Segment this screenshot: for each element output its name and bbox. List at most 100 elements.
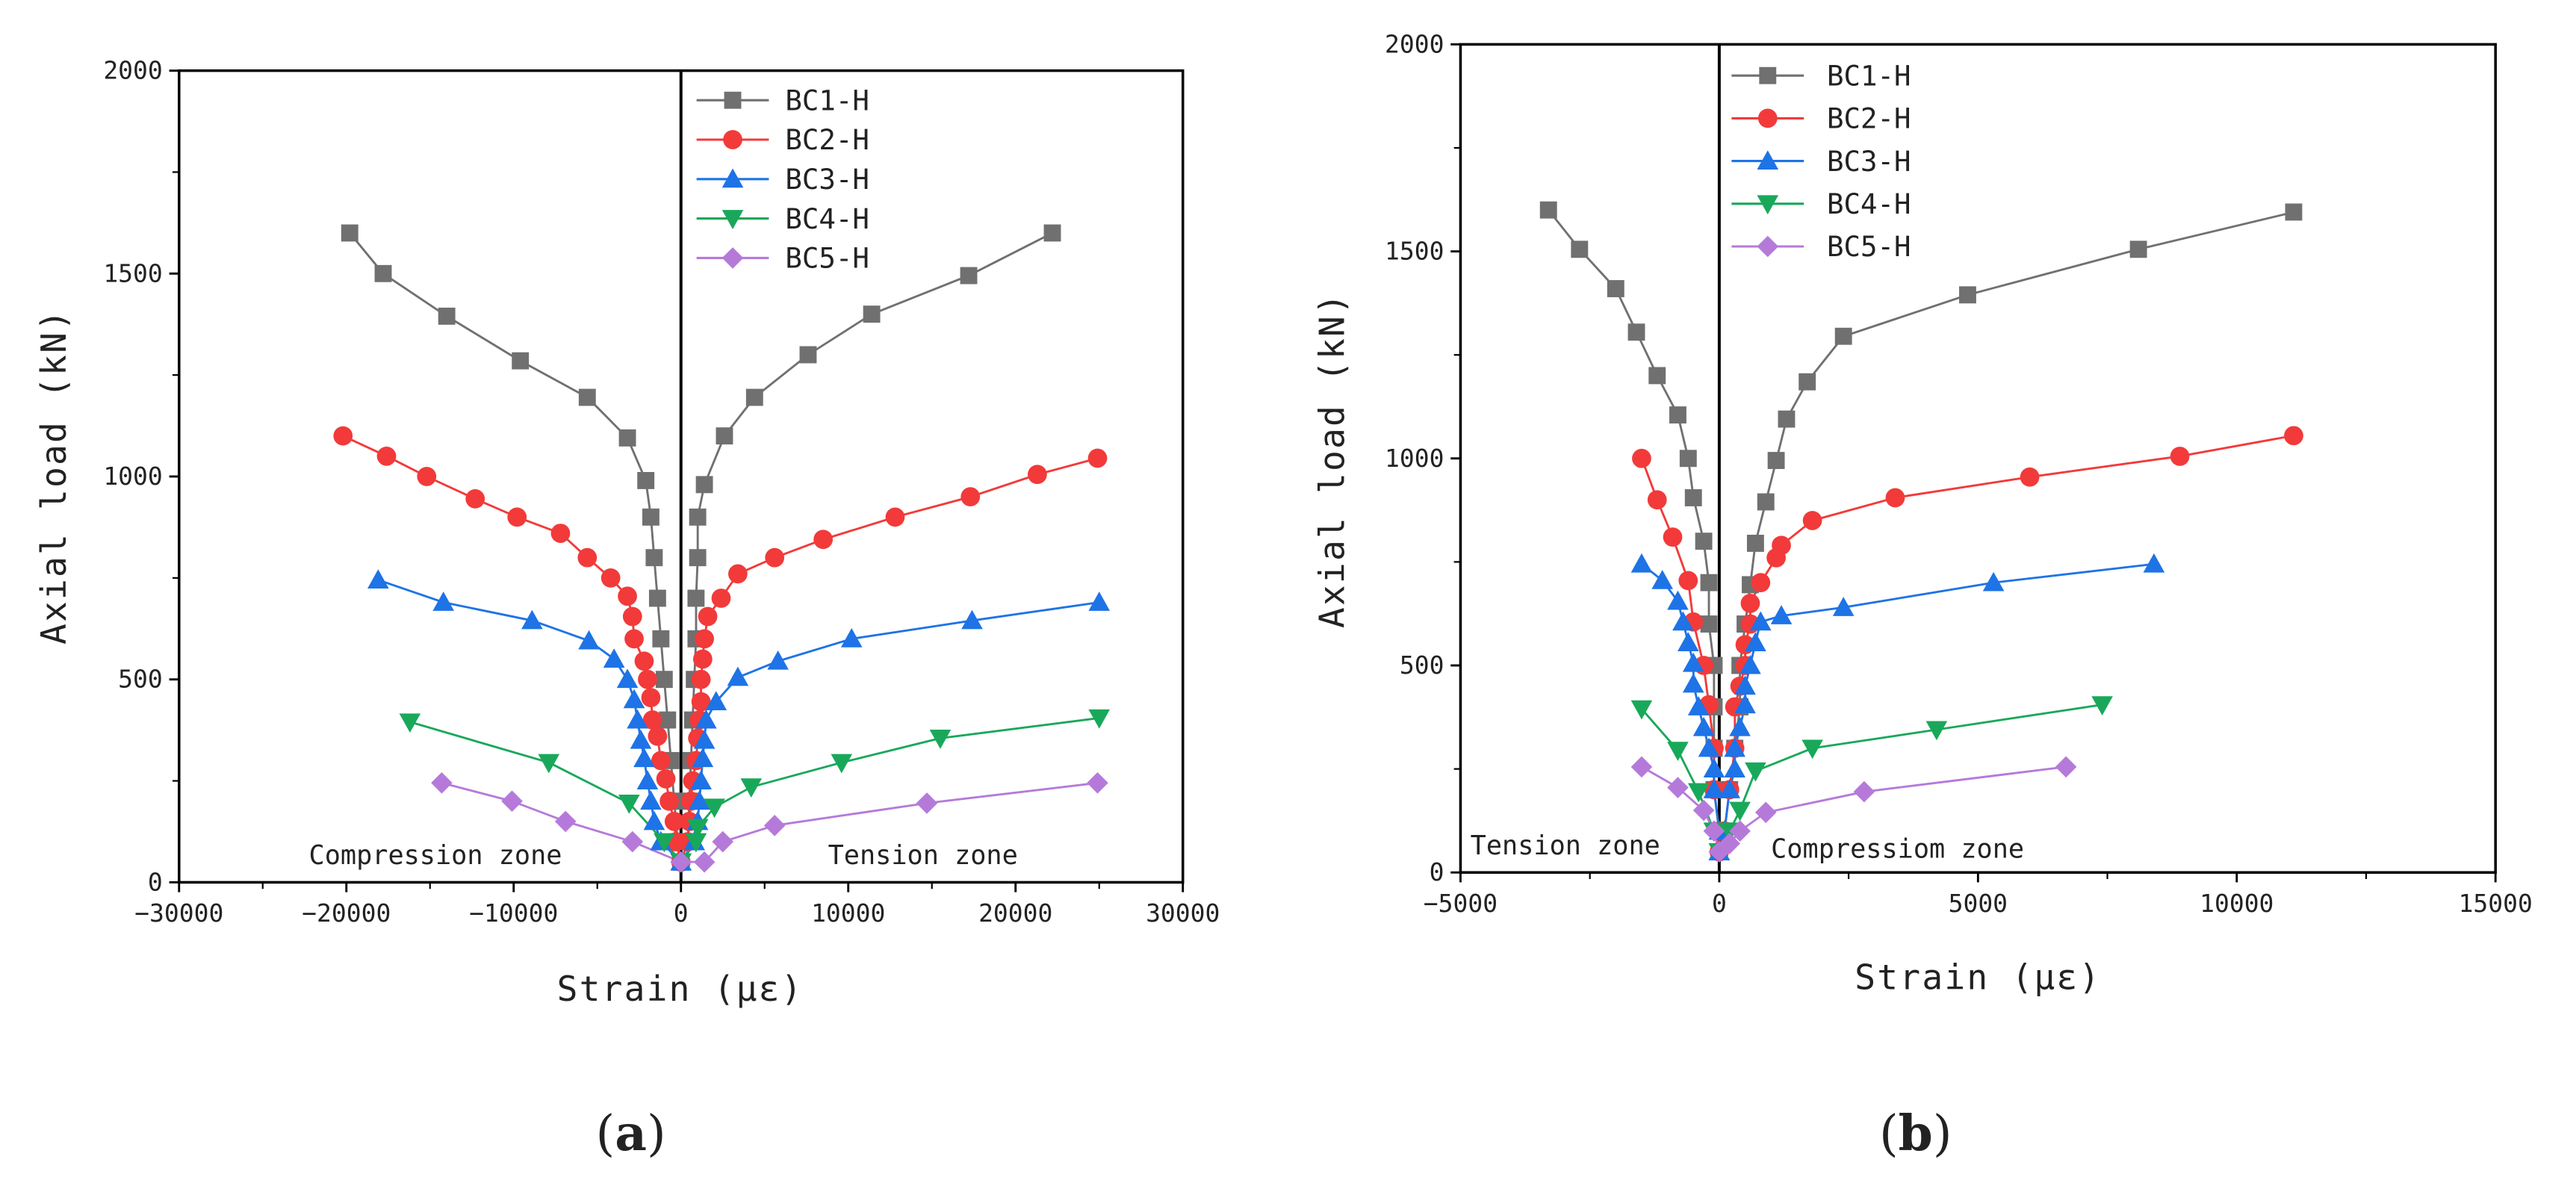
data-point-bc2-h: [1087, 448, 1108, 468]
data-point-bc5-h: [554, 810, 577, 833]
data-point-bc2-h: [648, 726, 668, 746]
y-tick-label: 1500: [103, 258, 162, 288]
data-point-bc1-h: [655, 671, 673, 689]
data-point-bc2-h: [765, 547, 785, 568]
data-point-bc1-h: [799, 346, 817, 364]
data-point-bc2-h: [692, 649, 713, 669]
data-point-bc3-h: [1651, 570, 1673, 589]
data-point-bc1-h: [637, 471, 655, 489]
data-point-bc2-h: [691, 669, 711, 689]
data-point-bc2-h: [2170, 447, 2190, 466]
data-point-bc4-h: [1630, 700, 1653, 720]
data-point-bc3-h: [623, 689, 645, 709]
data-point-bc1-h: [960, 267, 978, 285]
data-point-bc4-h: [2091, 696, 2113, 715]
data-point-bc3-h: [636, 770, 659, 789]
series-line-bc4-h: [1718, 704, 2102, 853]
data-point-bc1-h: [1648, 367, 1666, 385]
data-point-bc1-h: [1700, 615, 1718, 633]
data-point-bc3-h: [367, 569, 389, 589]
data-point-bc4-h: [704, 798, 725, 819]
legend-item-bc3-h: BC3-H: [1731, 145, 1911, 178]
data-point-bc3-h: [640, 790, 662, 810]
data-point-bc3-h: [695, 709, 717, 729]
data-point-bc2-h: [507, 507, 527, 527]
data-point-bc2-h: [1027, 465, 1047, 485]
legend-label: BC2-H: [1827, 102, 1911, 135]
legend-b: BC1-H BC2-H BC3-H BC4-H BC5-H: [1731, 59, 1911, 263]
data-point-bc1-h: [695, 476, 713, 494]
x-tick-label: 30000: [1146, 898, 1220, 928]
plot-area-a: [333, 70, 1111, 883]
data-point-bc4-h: [538, 754, 560, 774]
data-point-bc3-h: [689, 790, 710, 810]
legend-marker-bc3-h: [721, 168, 744, 188]
data-point-bc1-h: [1669, 406, 1686, 424]
data-point-bc3-h: [1832, 597, 1855, 616]
data-point-bc3-h: [727, 666, 749, 686]
y-tick-label: 1000: [1385, 444, 1444, 473]
data-point-bc1-h: [645, 549, 663, 567]
data-point-bc2-h: [1802, 511, 1822, 530]
data-point-bc3-h: [1088, 592, 1111, 611]
data-point-bc1-h: [689, 508, 707, 526]
data-point-bc2-h: [577, 547, 598, 568]
series-line-bc2-h: [1718, 434, 2294, 852]
data-point-bc2-h: [695, 629, 714, 649]
data-point-bc4-h: [686, 819, 709, 839]
legend-marker-bc5-h: [1757, 235, 1779, 258]
data-point-bc3-h: [767, 650, 789, 670]
data-point-bc4-h: [929, 730, 952, 749]
data-point-bc4-h: [1088, 709, 1111, 729]
data-point-bc1-h: [863, 305, 881, 323]
data-point-bc2-h: [1740, 593, 1760, 613]
series-line-bc2-h: [342, 435, 683, 863]
data-point-bc3-h: [705, 691, 727, 711]
data-point-bc1-h: [1959, 286, 1976, 304]
data-point-bc3-h: [693, 729, 716, 749]
x-tick-label: −10000: [469, 898, 558, 928]
data-point-bc2-h: [813, 530, 834, 550]
plot-area-b: [1539, 44, 2303, 873]
data-point-bc2-h: [1772, 535, 1791, 556]
data-point-bc5-h: [916, 792, 938, 814]
data-point-bc2-h: [1647, 490, 1667, 510]
data-point-bc2-h: [642, 710, 662, 730]
data-point-bc2-h: [885, 507, 905, 527]
data-point-bc5-h: [1754, 801, 1777, 824]
legend-marker-bc1-h: [724, 91, 742, 109]
data-point-bc3-h: [1724, 758, 1745, 778]
data-point-bc5-h: [1630, 756, 1653, 778]
panel-label-b: (b): [1879, 1104, 1952, 1162]
data-point-bc2-h: [2284, 426, 2303, 446]
x-tick-label: 20000: [978, 898, 1052, 928]
data-point-bc1-h: [2285, 203, 2303, 221]
x-tick-label: 0: [674, 898, 689, 928]
y-tick-label: 1000: [103, 462, 162, 491]
series-line-bc1-h: [349, 232, 683, 863]
annotation-compression-zone-a: Compression zone: [309, 840, 562, 871]
data-point-bc2-h: [651, 751, 671, 771]
x-axis-label-b: Strain (με): [1855, 957, 2101, 997]
legend-label: BC3-H: [785, 163, 869, 196]
data-point-bc4-h: [399, 713, 421, 733]
data-point-bc3-h: [1682, 652, 1704, 672]
data-point-bc5-h: [712, 830, 734, 853]
legend-item-bc4-h: BC4-H: [1731, 187, 1911, 220]
data-point-bc5-h: [1087, 771, 1108, 794]
legend-item-bc5-h: BC5-H: [696, 242, 869, 275]
data-point-bc1-h: [745, 388, 763, 406]
data-point-bc2-h: [659, 791, 679, 811]
legend-label: BC5-H: [1827, 230, 1911, 263]
data-point-bc5-h: [621, 830, 644, 853]
data-point-bc2-h: [638, 669, 657, 689]
y-tick-label: 500: [118, 665, 163, 694]
annotation-tension-zone-a: Tension zone: [828, 840, 1018, 871]
data-point-bc3-h: [1672, 611, 1694, 631]
x-axis-label-a: Strain (με): [557, 969, 804, 1009]
y-tick-label: 500: [1400, 651, 1444, 680]
data-point-bc1-h: [1571, 240, 1589, 258]
legend-marker-bc4-h: [1757, 195, 1779, 215]
x-tick-label: 5000: [1949, 889, 2008, 918]
